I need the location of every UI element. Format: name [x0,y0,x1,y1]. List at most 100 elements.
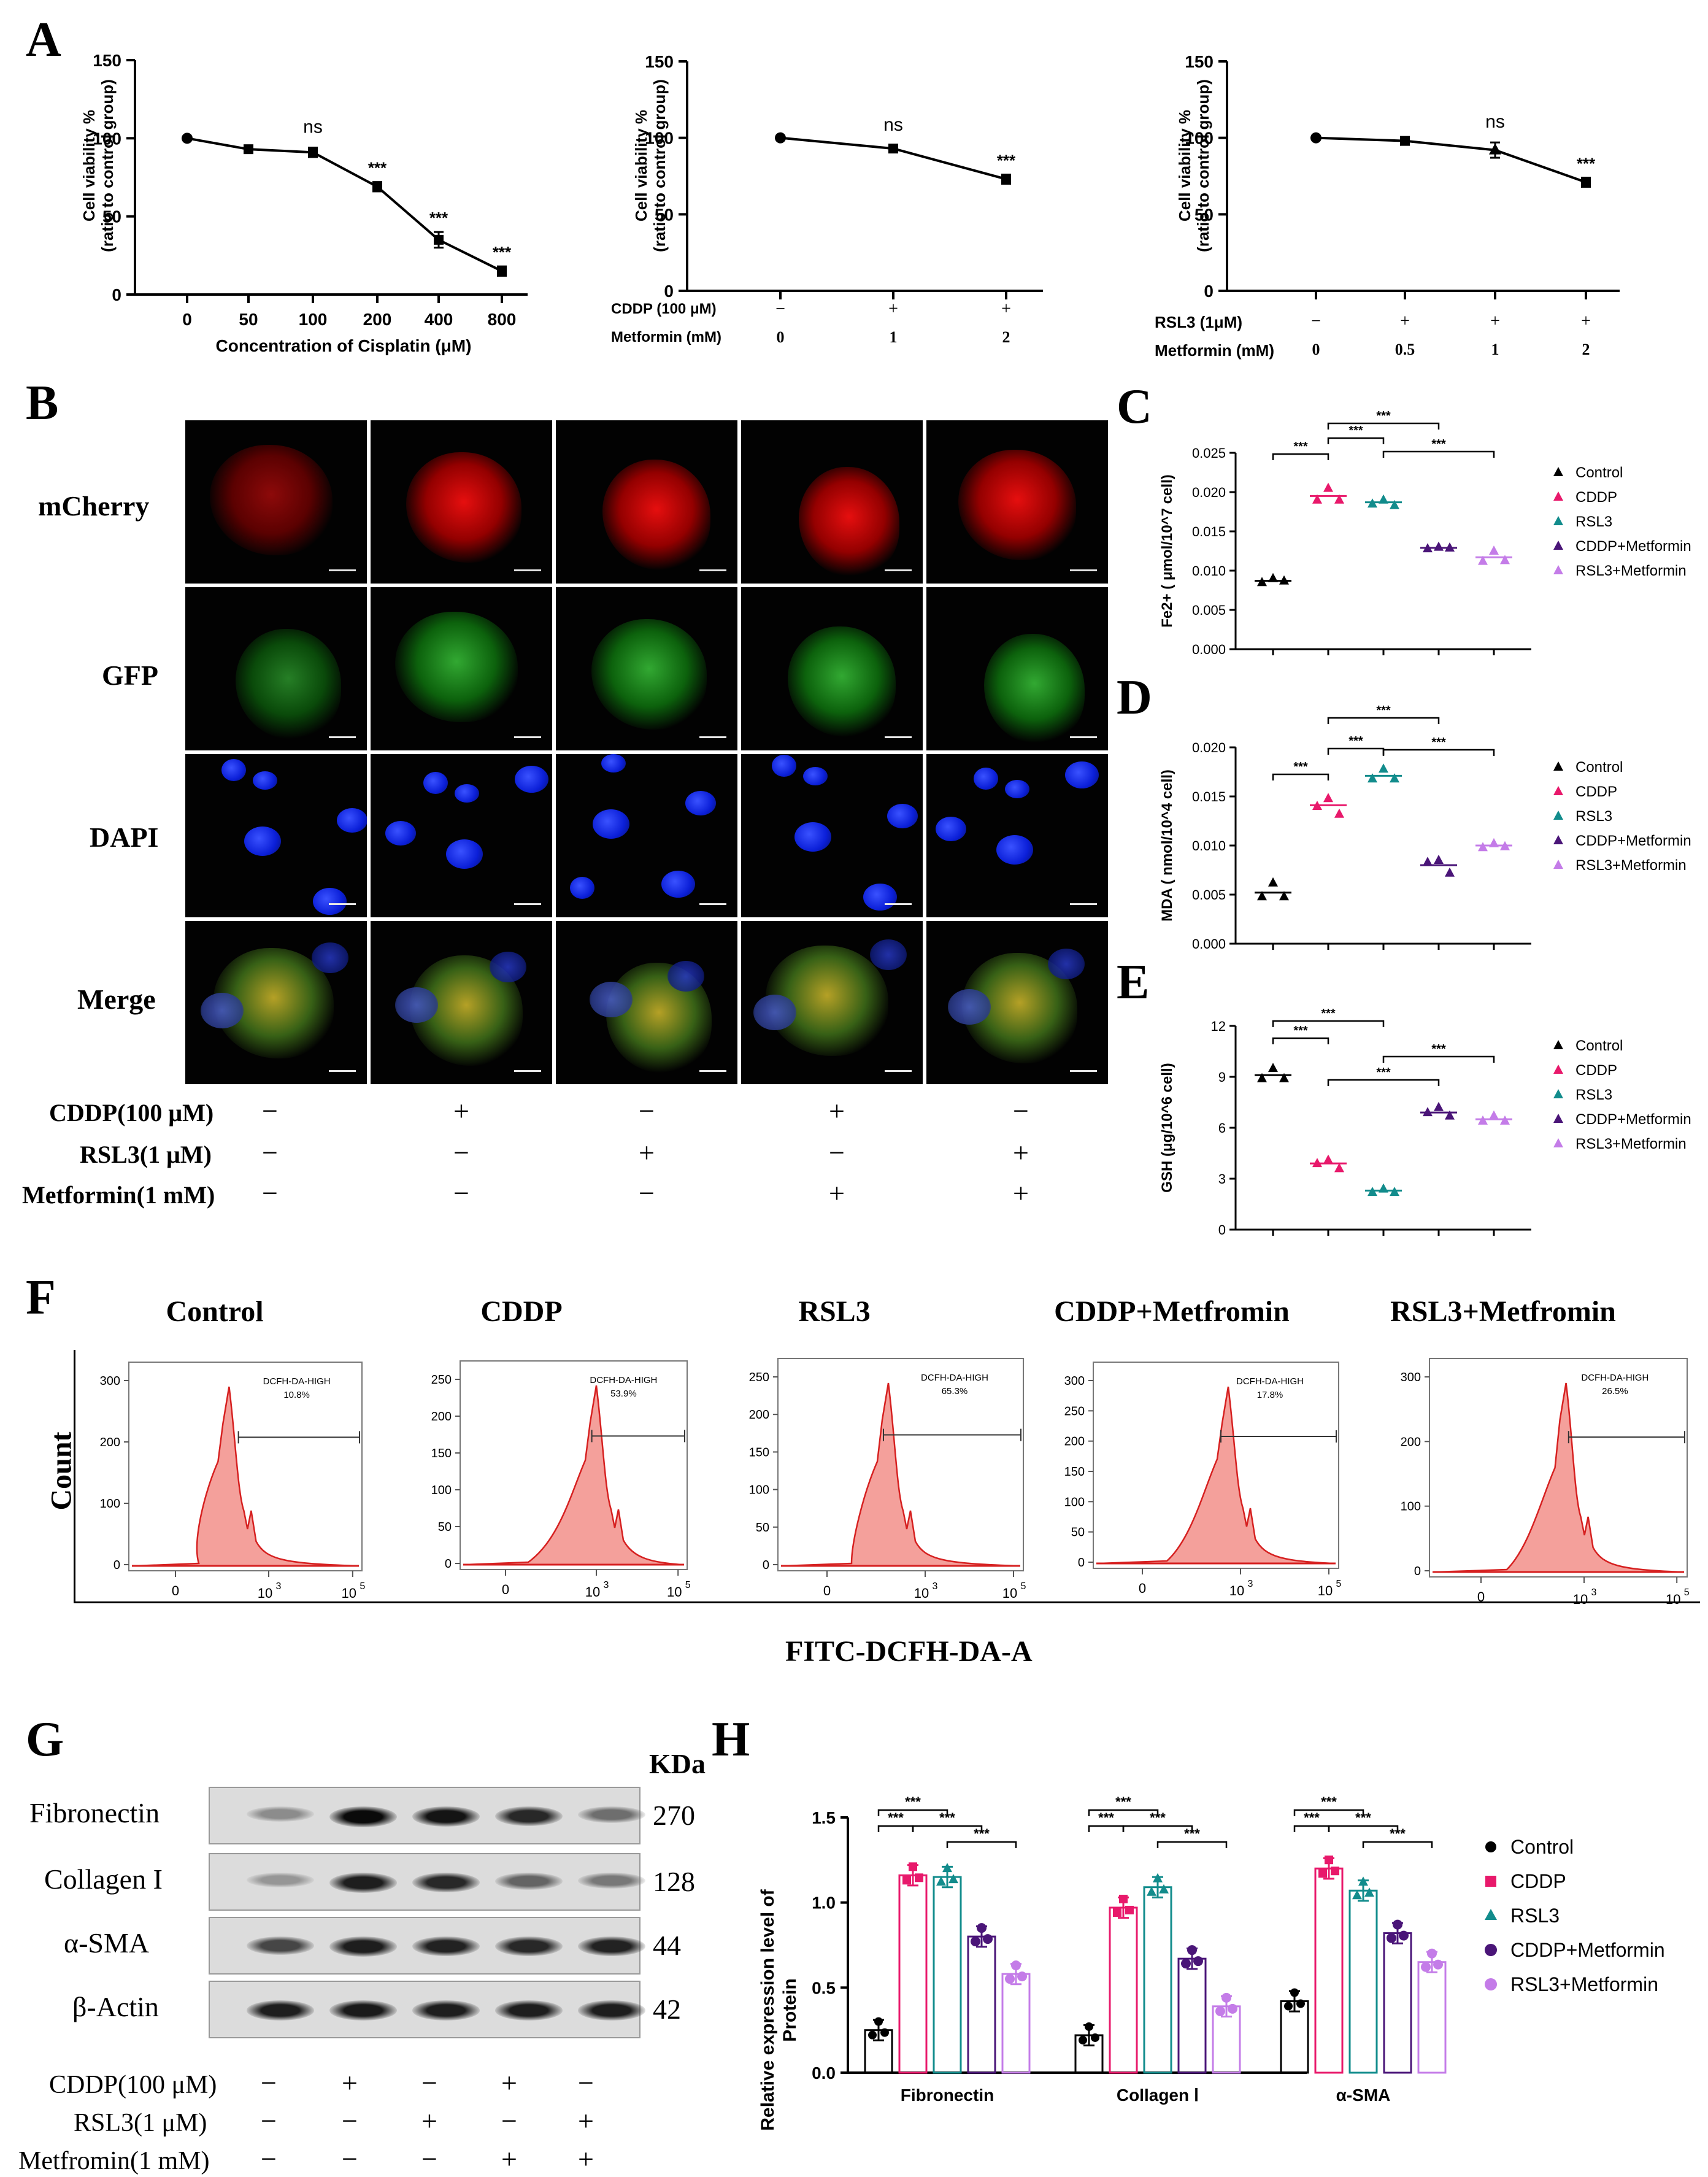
micrograph-dapi-1 [185,754,367,917]
f-xtick-label: 0 [172,1583,179,1598]
d-data-point [1257,891,1267,901]
d-sig-label: *** [1348,734,1363,748]
d-legend-label: RSL3 [1575,808,1612,825]
scale-bar [514,569,541,571]
a1-xtick-label: 400 [425,310,453,329]
panel-e-plot: 12 9 6 3 0 GSH (μg/10^6 cell) *** *** *** *** Cont… [1159,1007,1691,1238]
panel-c-plot: 0.025 0.020 0.015 0.010 0.005 0.000 Fe2+ ( μmo… [1159,409,1691,657]
a3-row2-value: 2 [1582,341,1590,358]
h-data-point [1421,1962,1431,1972]
h-data-point [977,1923,987,1933]
protein-band [329,2000,397,2021]
d-data-point [1390,773,1399,783]
a1-data-point [182,133,193,144]
h-data-point [1358,1876,1368,1886]
f-xtick-label: 10 [342,1586,356,1601]
a3-row2-value: 0 [1312,341,1320,358]
h-data-point [1079,2035,1087,2044]
f-ytick-label: 250 [1064,1404,1085,1418]
e-data-point [1368,1187,1377,1196]
c-data-point [1434,541,1444,551]
d-legend-marker [1553,761,1563,771]
c-ytick-label: 0.025 [1192,445,1226,461]
f-xtick-exponent: 5 [1684,1587,1690,1598]
f-ytick-label: 150 [1064,1465,1085,1479]
g-protein-label-3: α-SMA [64,1927,150,1959]
h-data-point [1284,2002,1293,2011]
f-gate-label: DCFH-DA-HIGH [263,1376,331,1387]
h-legend-label: CDDP [1510,1870,1566,1892]
panel-label-e: E [1117,955,1150,1009]
protein-band [247,1873,314,1888]
panel-label-f: F [26,1271,56,1325]
f-title-3: RSL3 [798,1295,871,1328]
nucleus-1 [446,839,483,869]
h-data-point [971,1936,980,1947]
h-data-point [1318,1869,1327,1878]
c-data-point [1257,577,1267,587]
f-xtick-label: 0 [823,1583,831,1598]
a3-data-point [1489,143,1501,155]
a2-ytick-label: 0 [664,282,674,301]
micrograph-dapi-5 [926,754,1108,917]
h-sig-label: *** [1150,1810,1166,1825]
scale-bar [885,1070,912,1072]
nucleus-3 [661,871,695,898]
micrograph-gfp-1 [185,587,367,750]
h-data-point [1011,1960,1021,1971]
h-data-point [874,2017,883,2026]
h-bar [1143,1886,1172,2074]
h-legend-label: RSL3+Metformin [1510,1973,1658,1995]
protein-band [329,1936,397,1957]
e-legend-marker [1553,1138,1563,1147]
h-sig-bracket [946,1841,1017,1848]
protein-band [412,1873,480,1892]
f-ytick-label: 100 [749,1484,769,1497]
h-ylabel-line2: Protein [780,1978,800,2042]
f-gate-label: DCFH-DA-HIGH [921,1373,988,1383]
nucleus-3 [1065,761,1099,788]
h-data-point [1221,1992,1231,2003]
micrograph-gfp-4 [741,587,923,750]
c-legend-marker [1553,491,1563,501]
blot-strip-1 [209,1787,645,1844]
scale-bar [1070,736,1097,738]
a3-data-point [1581,177,1591,187]
a2-row2-value: 1 [890,328,898,346]
f-xtick-exponent: 3 [1248,1579,1253,1589]
h-sig-label: *** [939,1810,955,1825]
a1-xtick-label: 800 [488,310,517,329]
nucleus-5 [601,754,626,773]
f-xtick-exponent: 5 [685,1580,691,1590]
protein-band [412,2000,480,2021]
h-data-point [902,1876,911,1885]
d-data-point [1312,801,1322,810]
h-ylabel: Relative expression level of Protein [757,1881,801,2139]
g-condition-symbol: + [342,2067,358,2098]
d-sig-bracket [1382,749,1495,756]
a1-xlabel: Concentration of Cisplatin (μM) [215,336,472,355]
nucleus-4 [221,759,246,781]
nucleus-3 [515,766,548,793]
micrograph-gfp-3 [556,587,737,750]
protein-band [495,1806,563,1826]
g-condition-symbol: + [501,2143,517,2175]
h-ytick-label: 0.5 [812,1978,836,1997]
flow-histogram-3: 250 200 150 100 50 0 DCFH-DA-HIGH 65.3% 0 10 3 10 5 [749,1358,1026,1601]
cell-body-mcherry [799,467,899,577]
micrograph-merge-1 [185,921,367,1084]
g-condition-symbol: + [578,2143,594,2175]
h-sig-label: *** [974,1826,990,1841]
h-data-point [915,1873,923,1882]
c-legend-label: RSL3+Metformin [1575,563,1687,579]
a1-ytick-label: 0 [112,285,121,304]
b-condition-symbol: − [453,1177,469,1209]
e-ytick-label: 3 [1218,1171,1226,1187]
b-condition-symbol: + [829,1177,845,1209]
b-condition-symbol: + [1013,1177,1029,1209]
cell-body-mcherry [958,450,1076,560]
d-legend-label: Control [1575,759,1623,776]
